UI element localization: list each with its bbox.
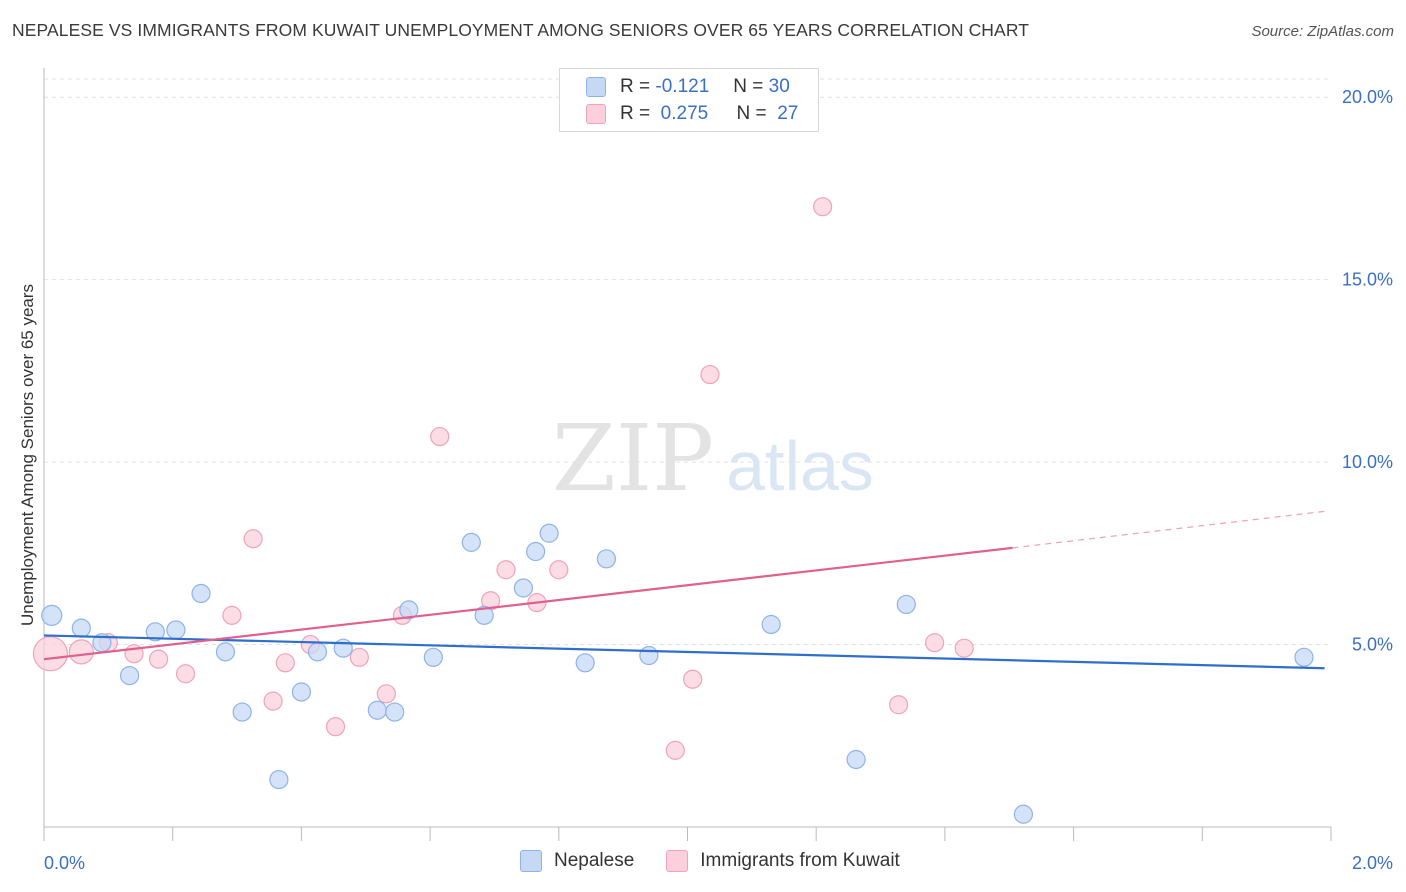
point-kuwait [68,639,94,665]
point-kuwait [349,647,369,667]
point-kuwait [32,636,69,672]
point-kuwait [954,638,974,658]
point-kuwait [376,684,396,704]
point-kuwait [888,695,909,715]
point-nepalese [526,541,546,562]
axis-layer [43,68,1332,841]
legend-row-nepalese: R = -0.121 N = 30 [586,74,790,100]
point-nepalese [461,532,481,552]
legend-swatch-kuwait [586,104,606,124]
point-kuwait [813,197,833,217]
legend-item-kuwait: Immigrants from Kuwait [666,850,900,872]
legend-n-value: 27 [777,103,799,124]
point-nepalese [367,700,387,720]
point-kuwait [665,740,685,760]
source-label: Source: ZipAtlas.com [1251,23,1394,40]
point-nepalese [761,614,781,635]
point-nepalese [166,620,186,640]
point-nepalese [539,523,559,543]
watermark-atlas: atlas [726,427,874,505]
point-nepalese [639,645,659,666]
legend-r-value: 0.275 [660,103,709,124]
legend-label-kuwait: Immigrants from Kuwait [700,850,900,871]
point-kuwait [148,649,169,669]
legend-n-label: N = [736,103,767,124]
point-nepalese [269,769,289,790]
y-tick-label: 5.0% [1352,635,1393,655]
series-layer [32,197,1314,824]
point-nepalese [1013,804,1034,824]
point-kuwait [700,364,720,385]
point-kuwait [263,691,283,711]
y-axis-label: Unemployment Among Seniors over 65 years [18,283,37,627]
legend-r-value: -0.121 [655,76,710,97]
point-nepalese [846,749,866,770]
point-nepalese [399,600,419,620]
legend-swatch-nepalese [520,850,542,872]
trend-line-kuwait [43,546,1013,661]
y-tick-label: 15.0% [1342,270,1393,290]
point-nepalese [596,549,617,569]
point-nepalese [423,647,443,667]
point-kuwait [325,717,346,737]
point-kuwait [549,560,569,580]
point-kuwait [925,633,945,653]
point-nepalese [291,682,311,702]
legend-swatch-nepalese [586,77,606,97]
chart-title: NEPALESE VS IMMIGRANTS FROM KUWAIT UNEMP… [12,20,1030,40]
point-nepalese [385,702,405,722]
point-nepalese [575,653,595,673]
x-tick-label: 2.0% [1352,853,1393,873]
point-nepalese [474,605,494,625]
legend-row-kuwait: R = 0.275 N = 27 [586,101,798,127]
watermark-zip: ZIP [552,405,714,512]
watermark: ZIP atlas [552,405,874,512]
trend-layer [43,510,1325,670]
grid-layer [44,78,1331,646]
trend-line-dashed-kuwait [1012,510,1325,549]
point-kuwait [683,669,703,689]
y-tick-label: 10.0% [1342,452,1393,472]
point-nepalese [71,618,91,638]
point-nepalese [1294,647,1314,667]
point-kuwait [175,664,196,684]
point-kuwait [496,560,516,580]
legend-r-label: R = [620,103,651,124]
point-nepalese [307,642,328,662]
series-legend: Nepalese Immigrants from Kuwait [520,850,932,872]
correlation-legend: R = -0.121 N = 30 R = 0.275 N = 27 [559,68,819,132]
point-nepalese [513,578,534,598]
point-nepalese [119,665,140,686]
point-kuwait [243,529,263,549]
label-layer: 5.0% 10.0% 15.0% 20.0% 0.0% 2.0% [44,87,1393,873]
y-tick-label: 20.0% [1342,87,1393,107]
point-nepalese [215,642,236,662]
legend-r-label: R = [620,76,651,97]
x-tick-label: 0.0% [44,853,85,873]
point-nepalese [232,702,252,722]
point-nepalese [896,594,916,615]
point-kuwait [275,653,295,673]
legend-n-value: 30 [768,76,790,97]
point-nepalese [145,622,165,642]
legend-label-nepalese: Nepalese [554,850,635,871]
point-kuwait [222,605,242,625]
legend-n-label: N = [733,76,764,97]
legend-swatch-kuwait [666,850,689,872]
legend-item-nepalese: Nepalese [520,850,634,872]
trend-line-nepalese [43,634,1325,670]
point-kuwait [430,426,450,447]
point-nepalese [191,583,211,604]
point-nepalese [41,604,63,626]
